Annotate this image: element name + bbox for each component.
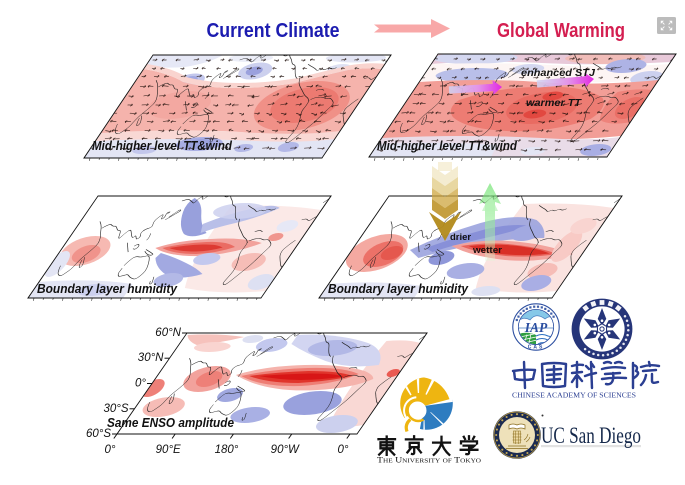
svg-text:IAP: IAP	[524, 320, 548, 335]
svg-text:30°S: 30°S	[103, 403, 128, 415]
svg-text:Global Warming: Global Warming	[497, 20, 625, 42]
svg-text:0°: 0°	[105, 444, 116, 456]
svg-text:0°: 0°	[338, 444, 349, 456]
svg-text:drier: drier	[450, 232, 471, 243]
svg-text:Current Climate: Current Climate	[207, 20, 340, 42]
svg-text:90°E: 90°E	[156, 444, 181, 456]
svg-text:Mid-higher level TT&wind: Mid-higher level TT&wind	[377, 139, 517, 153]
svg-text:wetter: wetter	[472, 245, 502, 256]
svg-text:Boundary layer humidity: Boundary layer humidity	[328, 282, 469, 296]
svg-text:CAS: CAS	[528, 345, 545, 351]
svg-text:enhanced STJ: enhanced STJ	[521, 68, 595, 79]
svg-text:warmer TT: warmer TT	[526, 98, 582, 109]
svg-text:Mid-higher level TT&wind: Mid-higher level TT&wind	[92, 139, 232, 153]
svg-text:CHINESE ACADEMY OF SCIENCES: CHINESE ACADEMY OF SCIENCES	[512, 392, 636, 400]
svg-text:UC San Diego: UC San Diego	[541, 423, 641, 448]
svg-text:Boundary layer humidity: Boundary layer humidity	[37, 282, 178, 296]
svg-text:30°N: 30°N	[138, 352, 164, 364]
svg-text:0°: 0°	[135, 378, 146, 390]
svg-text:60°S: 60°S	[86, 428, 111, 440]
svg-text:180°: 180°	[215, 444, 239, 456]
svg-text:90°W: 90°W	[271, 444, 300, 456]
svg-text:60°N: 60°N	[155, 327, 181, 339]
svg-text:The University of Tokyo: The University of Tokyo	[377, 456, 482, 465]
svg-text:Same ENSO amplitude: Same ENSO amplitude	[107, 416, 234, 430]
